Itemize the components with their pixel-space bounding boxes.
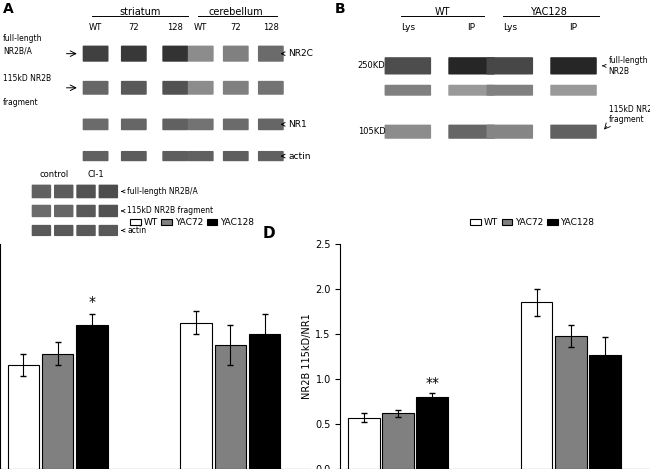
FancyBboxPatch shape <box>258 151 284 161</box>
Bar <box>555 336 587 469</box>
FancyBboxPatch shape <box>32 185 51 198</box>
Text: Lys: Lys <box>502 23 517 32</box>
FancyBboxPatch shape <box>121 151 147 161</box>
Text: 115kD NR2B fragment: 115kD NR2B fragment <box>122 206 214 215</box>
FancyBboxPatch shape <box>551 85 597 96</box>
FancyBboxPatch shape <box>487 57 533 75</box>
Text: NR2B/A: NR2B/A <box>3 47 32 56</box>
Y-axis label: NR2B 115kD/NR1: NR2B 115kD/NR1 <box>302 314 313 399</box>
FancyBboxPatch shape <box>162 81 188 95</box>
Bar <box>180 323 212 469</box>
Text: 128: 128 <box>263 23 279 32</box>
FancyBboxPatch shape <box>76 205 96 217</box>
FancyBboxPatch shape <box>32 205 51 217</box>
FancyBboxPatch shape <box>448 85 495 96</box>
Text: Lys: Lys <box>401 23 415 32</box>
FancyBboxPatch shape <box>551 125 597 139</box>
FancyBboxPatch shape <box>551 57 597 75</box>
Bar <box>348 418 380 469</box>
FancyBboxPatch shape <box>99 205 118 217</box>
FancyBboxPatch shape <box>487 85 533 96</box>
FancyBboxPatch shape <box>54 185 73 198</box>
Text: IP: IP <box>467 23 476 32</box>
Text: full-length
NR2B: full-length NR2B <box>603 56 648 76</box>
Text: WT: WT <box>435 8 450 17</box>
FancyBboxPatch shape <box>487 125 533 139</box>
FancyBboxPatch shape <box>99 185 118 198</box>
Text: YAC128: YAC128 <box>530 8 567 17</box>
Text: striatum: striatum <box>120 8 161 17</box>
FancyBboxPatch shape <box>121 45 147 62</box>
Text: 250KD: 250KD <box>358 61 385 70</box>
FancyBboxPatch shape <box>32 225 51 236</box>
Text: actin: actin <box>122 226 147 235</box>
Bar <box>42 354 73 469</box>
FancyBboxPatch shape <box>83 45 109 62</box>
FancyBboxPatch shape <box>223 119 249 130</box>
Text: cerebellum: cerebellum <box>209 8 263 17</box>
Text: *: * <box>88 295 96 309</box>
FancyBboxPatch shape <box>188 119 214 130</box>
Bar <box>249 334 280 469</box>
Text: 128: 128 <box>167 23 183 32</box>
FancyBboxPatch shape <box>223 151 249 161</box>
FancyBboxPatch shape <box>54 225 73 236</box>
Legend: WT, YAC72, YAC128: WT, YAC72, YAC128 <box>126 215 257 231</box>
FancyBboxPatch shape <box>83 119 109 130</box>
Text: IP: IP <box>569 23 578 32</box>
Text: fragment: fragment <box>3 98 39 106</box>
FancyBboxPatch shape <box>162 45 188 62</box>
Bar <box>214 345 246 469</box>
FancyBboxPatch shape <box>448 125 495 139</box>
Text: NR1: NR1 <box>281 120 307 129</box>
Text: control: control <box>40 170 69 179</box>
Text: CI-1: CI-1 <box>87 170 104 179</box>
Text: full-length NR2B/A: full-length NR2B/A <box>122 187 198 196</box>
FancyBboxPatch shape <box>54 205 73 217</box>
Text: WT: WT <box>89 23 102 32</box>
FancyBboxPatch shape <box>76 225 96 236</box>
Text: 115kD NR2B: 115kD NR2B <box>3 74 51 83</box>
Bar <box>76 325 108 469</box>
FancyBboxPatch shape <box>76 185 96 198</box>
Text: 72: 72 <box>129 23 139 32</box>
Text: NR2C: NR2C <box>281 49 313 58</box>
FancyBboxPatch shape <box>83 151 109 161</box>
Bar <box>8 365 39 469</box>
Legend: WT, YAC72, YAC128: WT, YAC72, YAC128 <box>467 215 598 231</box>
FancyBboxPatch shape <box>223 81 249 95</box>
Text: B: B <box>335 2 345 16</box>
FancyBboxPatch shape <box>121 119 147 130</box>
Text: full-length: full-length <box>3 34 43 43</box>
Text: actin: actin <box>281 151 311 160</box>
Bar <box>589 355 621 469</box>
Text: A: A <box>3 2 14 16</box>
FancyBboxPatch shape <box>121 81 147 95</box>
Text: 105KD: 105KD <box>358 127 385 136</box>
Text: 115kD NR2B
fragment: 115kD NR2B fragment <box>608 105 650 124</box>
FancyBboxPatch shape <box>162 119 188 130</box>
FancyBboxPatch shape <box>258 119 284 130</box>
Text: 72: 72 <box>231 23 241 32</box>
Text: **: ** <box>425 376 439 390</box>
Text: WT: WT <box>194 23 207 32</box>
FancyBboxPatch shape <box>258 81 284 95</box>
FancyBboxPatch shape <box>385 85 431 96</box>
FancyBboxPatch shape <box>99 225 118 236</box>
Bar <box>382 413 414 469</box>
FancyBboxPatch shape <box>385 57 431 75</box>
Bar <box>417 397 448 469</box>
FancyBboxPatch shape <box>188 151 214 161</box>
FancyBboxPatch shape <box>188 81 214 95</box>
Bar <box>521 303 552 469</box>
FancyBboxPatch shape <box>188 45 214 62</box>
FancyBboxPatch shape <box>162 151 188 161</box>
FancyBboxPatch shape <box>223 45 249 62</box>
Text: D: D <box>263 226 276 241</box>
FancyBboxPatch shape <box>448 57 495 75</box>
FancyBboxPatch shape <box>258 45 284 62</box>
FancyBboxPatch shape <box>83 81 109 95</box>
FancyBboxPatch shape <box>385 125 431 139</box>
